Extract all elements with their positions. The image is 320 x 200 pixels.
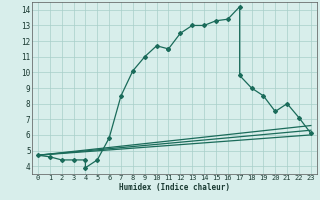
X-axis label: Humidex (Indice chaleur): Humidex (Indice chaleur) — [119, 183, 230, 192]
